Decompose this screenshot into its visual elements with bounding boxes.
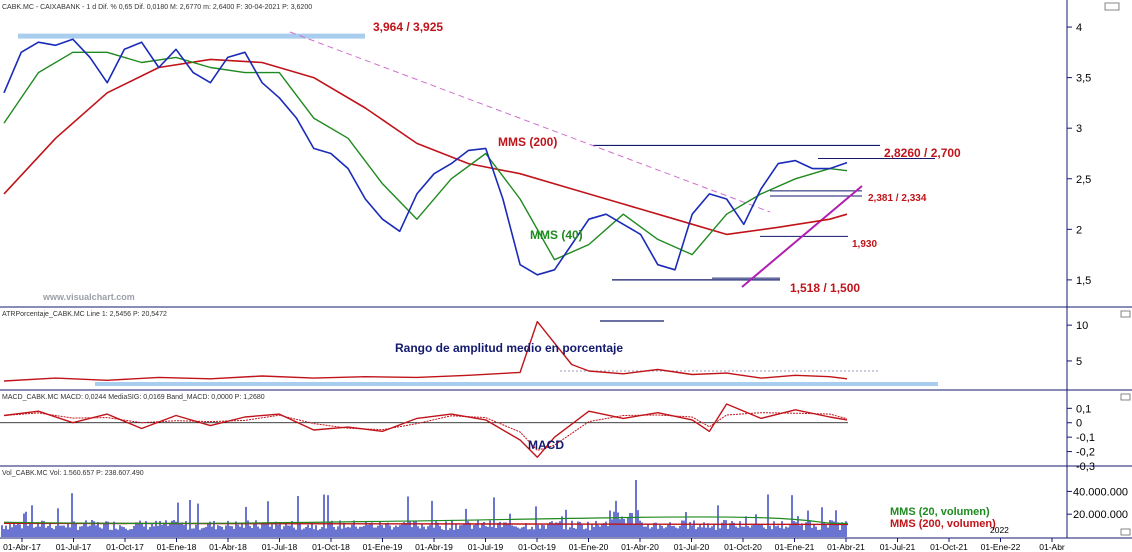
x-axis-ticks: 01-Abr-17 01-Jul-17 01-Oct-17 01-Ene-18 01-A… (3, 538, 1065, 552)
x-tick-label: 01-Oct-17 (106, 542, 144, 552)
series-mms-200 (3, 58, 848, 236)
x-tick-label: 01-Jul-20 (674, 542, 710, 552)
label-mms-40: MMS (40) (530, 228, 583, 242)
series-atr (3, 320, 848, 382)
x-tick-label: 01-Oct-20 (724, 542, 762, 552)
x-tick-label: 01-Abr-17 (3, 542, 41, 552)
y-tick-label: -0,2 (1076, 447, 1095, 459)
y-tick-label: 2 (1076, 224, 1082, 236)
volume-y-ticks: 40.000.000 20.000.000 (1067, 486, 1128, 521)
volume-series-group (1, 480, 849, 537)
y-tick-label: 40.000.000 (1073, 486, 1128, 498)
annotation-resistance-high: 3,964 / 3,925 (373, 20, 443, 34)
y-tick-label: 10 (1076, 320, 1088, 332)
label-mms-200: MMS (200) (498, 135, 557, 149)
x-axis-year-label: 2022 (990, 525, 1009, 535)
label-mms-200-volume: MMS (200, volumen) (890, 518, 996, 530)
x-tick-label: 01-Ene-20 (569, 542, 609, 552)
y-tick-label: 0,1 (1076, 403, 1091, 415)
macd-y-ticks: 0,1 0 -0,1 -0,2 -0,3 (1067, 403, 1095, 473)
x-tick-label: 01-Abr-19 (415, 542, 453, 552)
series-volume-mms-20 (3, 516, 849, 525)
x-tick-label: 01-Ene-18 (157, 542, 197, 552)
x-tick-label: 01-Oct-21 (930, 542, 968, 552)
x-tick-label: 01-Jul-19 (468, 542, 504, 552)
volume-header: Vol_CABK.MC Vol: 1.560.657 P: 238.607.49… (2, 470, 144, 477)
macd-header: MACD_CABK.MC MACD: 0,0244 MediaSIG: 0,01… (2, 394, 265, 401)
series-price (3, 38, 848, 276)
x-tick-label: 01-Oct-19 (518, 542, 556, 552)
panel-toggle-icon[interactable] (1120, 310, 1131, 318)
series-mms-40 (3, 51, 848, 261)
y-tick-label: 3 (1076, 123, 1082, 135)
x-tick-label: 01-Ene-19 (363, 542, 403, 552)
annotation-level-2381: 2,381 / 2,334 (868, 193, 927, 204)
atr-header: ATRPorcentaje_CABK.MC Line 1: 2,5456 P: … (2, 311, 167, 318)
y-tick-label: -0,1 (1076, 432, 1095, 444)
x-tick-label: 01-Ene-21 (775, 542, 815, 552)
x-tick-label: 01-Abr-18 (209, 542, 247, 552)
macd-series-group (0, 403, 848, 458)
y-tick-label: 1,5 (1076, 275, 1091, 287)
y-tick-label: 5 (1076, 356, 1082, 368)
y-tick-label: 2,5 (1076, 174, 1091, 186)
watermark: www.visualchart.com (42, 292, 135, 302)
atr-y-ticks: 10 5 (1067, 320, 1088, 368)
support-trend-line (741, 185, 863, 288)
price-y-ticks: 4 3,5 3 2,5 2 1,5 (1067, 22, 1091, 287)
y-tick-label: 3,5 (1076, 73, 1091, 85)
y-tick-label: 0 (1076, 418, 1082, 430)
annotation-resistance-2826: 2,8260 / 2,700 (884, 146, 961, 160)
y-tick-label: 4 (1076, 22, 1082, 34)
series-macd (3, 403, 848, 458)
x-tick-label: 01-Abr-21 (827, 542, 865, 552)
atr-panel-title: Rango de amplitud medio en porcentaje (395, 341, 623, 355)
x-tick-label: 01-Jul-17 (56, 542, 92, 552)
panel-toggle-icon[interactable] (1120, 528, 1131, 536)
panel-toggle-icon[interactable] (1120, 393, 1131, 401)
x-tick-label: 01-Ene-22 (981, 542, 1021, 552)
price-level-lines (18, 31, 935, 288)
annotation-level-1930: 1,930 (852, 239, 877, 250)
downtrend-line (289, 31, 771, 213)
price-series-group (3, 38, 848, 276)
x-tick-label: 01-Jul-21 (880, 542, 916, 552)
label-mms-20-volume: MMS (20, volumen) (890, 506, 990, 518)
atr-series-group (3, 320, 938, 386)
macd-panel-title: MACD (528, 438, 564, 452)
x-tick-label: 01-Jul-18 (262, 542, 298, 552)
y-tick-label: -0,3 (1076, 461, 1095, 473)
y-tick-label: 20.000.000 (1073, 509, 1128, 521)
panel-toggle-icon[interactable] (1104, 2, 1120, 11)
x-tick-label: 01-Abr-20 (621, 542, 659, 552)
price-header: CABK.MC - CAIXABANK - 1 d Dif. % 0,65 Di… (2, 4, 312, 11)
x-tick-label: 01-Abr (1039, 542, 1065, 552)
annotation-support-1518: 1,518 / 1,500 (790, 281, 860, 295)
x-tick-label: 01-Oct-18 (312, 542, 350, 552)
